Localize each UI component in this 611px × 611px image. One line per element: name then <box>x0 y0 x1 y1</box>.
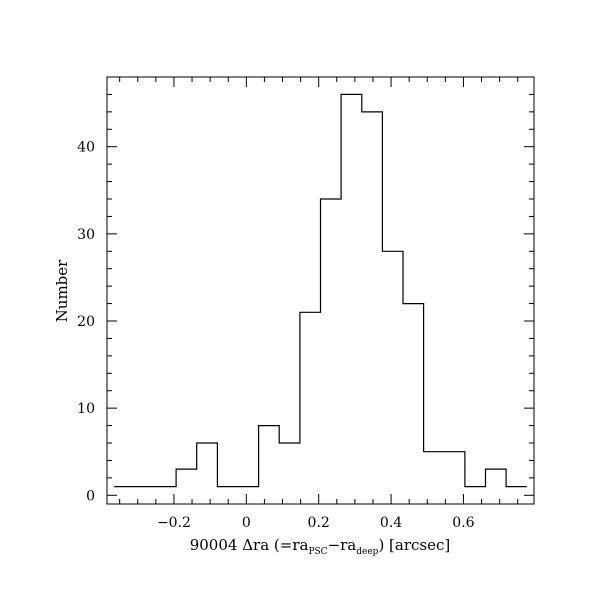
x-tick-label: 0.6 <box>452 515 474 531</box>
y-tick-label: 10 <box>77 401 95 417</box>
y-tick-label: 40 <box>77 140 95 156</box>
x-tick-label: −0.2 <box>157 515 191 531</box>
y-axis-label: Number <box>53 259 71 322</box>
plot-frame <box>106 76 535 505</box>
y-tick-label: 30 <box>77 227 95 243</box>
y-tick-label: 0 <box>86 488 95 504</box>
y-tick-labels: 0 10 20 30 40 <box>77 140 95 505</box>
x-tick-label: 0.4 <box>380 515 402 531</box>
x-tick-label: 0 <box>242 515 251 531</box>
x-ticks <box>119 77 519 504</box>
x-axis-label: 90004 Δra (=raPSC−radeep) [arcsec] <box>190 536 451 557</box>
x-tick-label: 0.2 <box>308 515 330 531</box>
histogram-series <box>114 93 527 488</box>
y-tick-label: 20 <box>77 314 95 330</box>
x-tick-labels: −0.2 0 0.2 0.4 0.6 <box>157 515 475 531</box>
y-ticks <box>107 93 534 496</box>
